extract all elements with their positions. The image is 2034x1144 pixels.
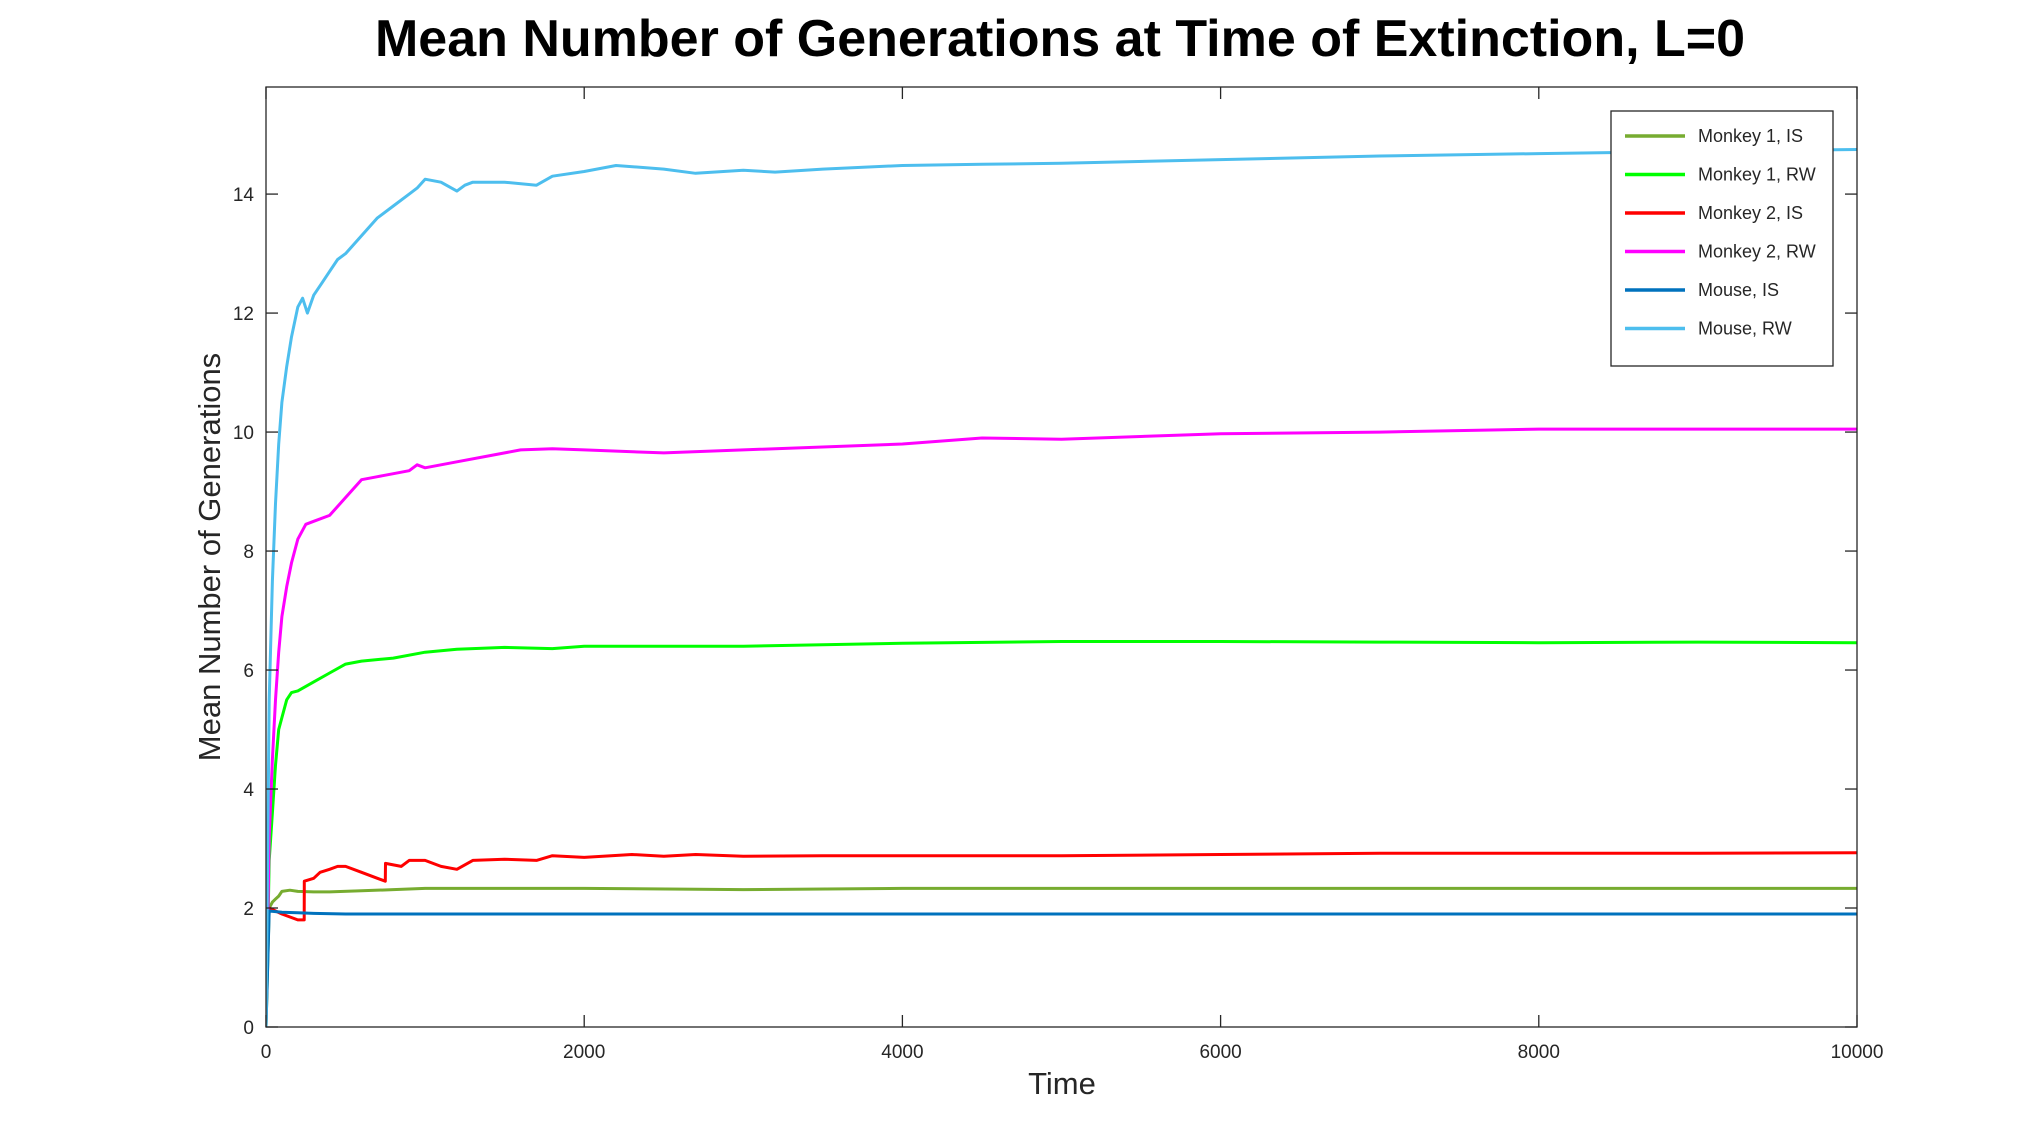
y-tick-label: 0 <box>243 1018 254 1039</box>
legend-entry-label: Monkey 1, IS <box>1698 126 1803 146</box>
y-tick-label: 12 <box>233 304 254 325</box>
legend-box <box>1610 110 1834 367</box>
series-line-1 <box>266 886 1857 1027</box>
x-tick-label: 6000 <box>1199 1042 1241 1063</box>
series-line-6 <box>266 148 1857 1027</box>
chart-title: Mean Number of Generations at Time of Ex… <box>375 10 1745 68</box>
legend-entry-label: Monkey 1, RW <box>1698 165 1816 185</box>
y-tick-label: 2 <box>243 899 254 920</box>
series-line-2 <box>266 640 1857 1027</box>
y-axis-label: Mean Number of Generations <box>192 353 227 761</box>
legend-entry-label: Monkey 2, IS <box>1698 203 1803 223</box>
y-tick-label: 14 <box>233 185 255 206</box>
x-tick-label: 8000 <box>1518 1042 1560 1063</box>
plot-area <box>266 87 1857 1027</box>
series-line-3 <box>266 851 1857 922</box>
x-tick-label: 0 <box>261 1042 272 1063</box>
x-tick-label: 4000 <box>881 1042 923 1063</box>
y-tick-label: 8 <box>243 542 254 563</box>
y-tick-label: 10 <box>233 423 254 444</box>
legend-entry-label: Mouse, IS <box>1698 280 1779 300</box>
series-line-5 <box>266 909 1857 1027</box>
legend-entry-label: Mouse, RW <box>1698 319 1792 339</box>
y-tick-label: 6 <box>243 661 254 682</box>
legend: Monkey 1, IS Monkey 1, RW Monkey 2, IS Monk… <box>1610 110 1834 367</box>
x-axis-label: Time <box>1028 1066 1096 1101</box>
x-tick-label: 2000 <box>563 1042 605 1063</box>
legend-entry-label: Monkey 2, RW <box>1698 242 1816 262</box>
series-line-4 <box>266 427 1857 1027</box>
x-tick-label: 10000 <box>1831 1042 1884 1063</box>
plot-frame <box>265 86 1858 1028</box>
y-tick-label: 4 <box>243 780 254 801</box>
